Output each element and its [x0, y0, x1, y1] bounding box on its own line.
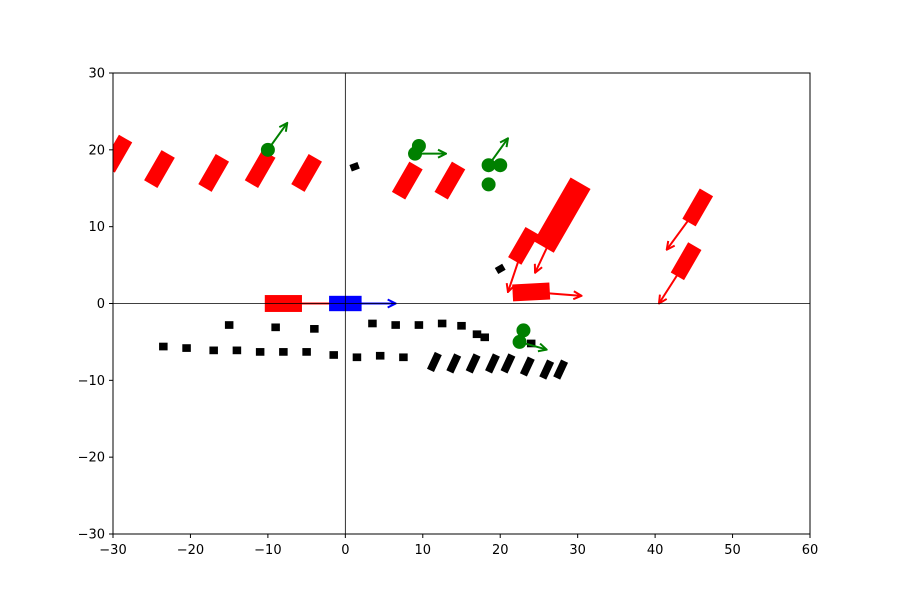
- vehicle-box: [391, 161, 423, 200]
- pedestrian-point: [493, 158, 508, 173]
- static-object: [519, 356, 535, 377]
- pedestrian-point: [408, 146, 423, 161]
- static-object: [457, 321, 466, 330]
- static-object: [539, 359, 555, 380]
- x-tick-label: 60: [802, 543, 819, 558]
- static-object: [375, 351, 385, 360]
- x-tick-label: −10: [254, 543, 281, 558]
- pedestrian-point: [481, 158, 496, 173]
- y-tick-label: −30: [78, 528, 105, 543]
- static-object: [437, 319, 447, 328]
- x-tick-label: 10: [415, 543, 432, 558]
- static-object: [494, 263, 506, 275]
- static-object: [446, 353, 462, 374]
- static-object: [209, 346, 218, 355]
- vehicle-heading-arrow: [659, 260, 687, 303]
- static-object: [271, 323, 280, 332]
- y-tick-label: −10: [78, 374, 105, 389]
- pedestrian-point: [260, 142, 275, 157]
- static-object: [182, 344, 191, 352]
- static-object: [480, 333, 489, 342]
- static-object: [500, 353, 516, 374]
- static-object: [485, 353, 500, 374]
- vehicle-heading-arrow: [535, 214, 564, 273]
- static-object: [399, 353, 408, 362]
- vehicle-box: [434, 161, 466, 200]
- x-tick-label: −30: [99, 543, 126, 558]
- x-tick-label: 20: [492, 543, 509, 558]
- vehicle-box: [144, 150, 175, 188]
- static-object: [329, 351, 338, 359]
- axes: −30 −20 −10 0 10 20 30 40 50 60 −30 −20 −10 0 10 20 30: [78, 67, 819, 559]
- static-object: [159, 342, 168, 351]
- y-tick-label: 10: [88, 220, 105, 235]
- plot-marks: [113, 123, 714, 380]
- pedestrian-point: [516, 323, 531, 338]
- vehicle-heading-arrow: [531, 292, 581, 296]
- x-tick-label: 0: [341, 543, 349, 558]
- x-tick-label: 40: [647, 543, 664, 558]
- static-object: [391, 321, 400, 329]
- static-object: [414, 321, 424, 329]
- static-object: [465, 353, 481, 374]
- x-tick-label: −20: [177, 543, 204, 558]
- y-tick-label: 0: [97, 297, 105, 312]
- static-object: [310, 325, 319, 333]
- vehicle-box: [113, 134, 133, 173]
- pedestrian-point: [512, 334, 527, 349]
- static-object: [426, 351, 442, 372]
- static-object: [526, 339, 536, 348]
- y-tick-label: 20: [88, 143, 105, 158]
- static-object: [472, 330, 482, 339]
- y-tick-label: −20: [78, 451, 105, 466]
- static-object: [232, 346, 242, 355]
- static-object: [224, 321, 234, 329]
- x-tick-label: 50: [724, 543, 741, 558]
- vehicle-box: [244, 150, 276, 188]
- vehicle-box: [198, 153, 230, 192]
- x-tick-label: 30: [569, 543, 586, 558]
- vehicle-heading-arrow: [667, 206, 699, 249]
- static-object: [352, 353, 362, 362]
- static-object: [255, 348, 265, 356]
- vehicle-heading-arrow: [508, 245, 525, 292]
- vehicle-box: [291, 153, 322, 192]
- static-object: [302, 348, 311, 356]
- y-tick-label: 30: [88, 67, 105, 82]
- static-object: [279, 348, 288, 356]
- static-object: [553, 359, 569, 380]
- static-object: [349, 162, 360, 172]
- pedestrian-point: [481, 177, 496, 192]
- static-object: [368, 319, 377, 328]
